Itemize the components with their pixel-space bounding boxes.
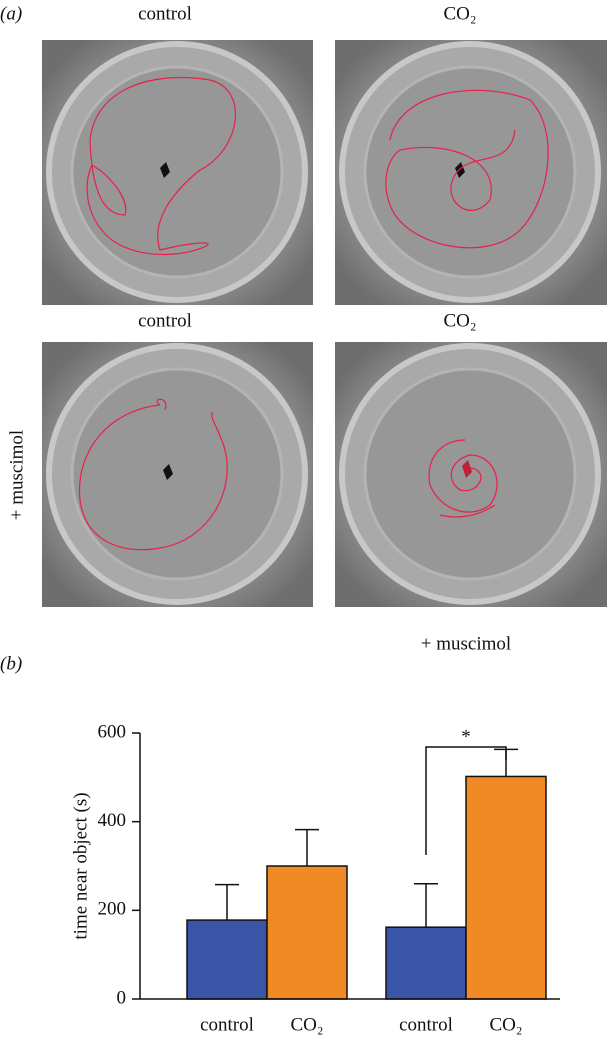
y-axis-label: time near object (s) [70,792,91,939]
y-tick-label: 400 [98,810,127,831]
group-label: + muscimol [421,633,511,654]
bar [385,926,467,1000]
panel-label: (b) [0,653,22,674]
photo [42,342,313,607]
error-bar [295,828,319,866]
y-tick-label: 600 [98,721,127,742]
photo [335,40,607,305]
column-label: control [138,310,192,331]
column-label: CO₂ [443,3,476,24]
row-label: + muscimol [6,430,27,520]
x-tick-label: CO₂ [290,1014,323,1035]
column-label: control [138,3,192,24]
significance-label: * [461,726,471,747]
bar [186,919,268,1000]
photo [335,342,607,607]
photo [42,40,313,305]
x-tick-label: control [399,1014,453,1035]
x-tick-label: control [200,1014,254,1035]
error-bar [414,882,438,928]
column-label: CO₂ [443,310,476,331]
bar [266,865,348,1000]
y-tick-label: 0 [117,987,127,1008]
error-bar [215,883,239,921]
x-tick-label: CO₂ [489,1014,522,1035]
bar [465,775,547,1000]
y-tick-label: 200 [98,899,127,920]
panel-label: (a) [0,3,22,24]
significance-bracket [425,746,507,855]
